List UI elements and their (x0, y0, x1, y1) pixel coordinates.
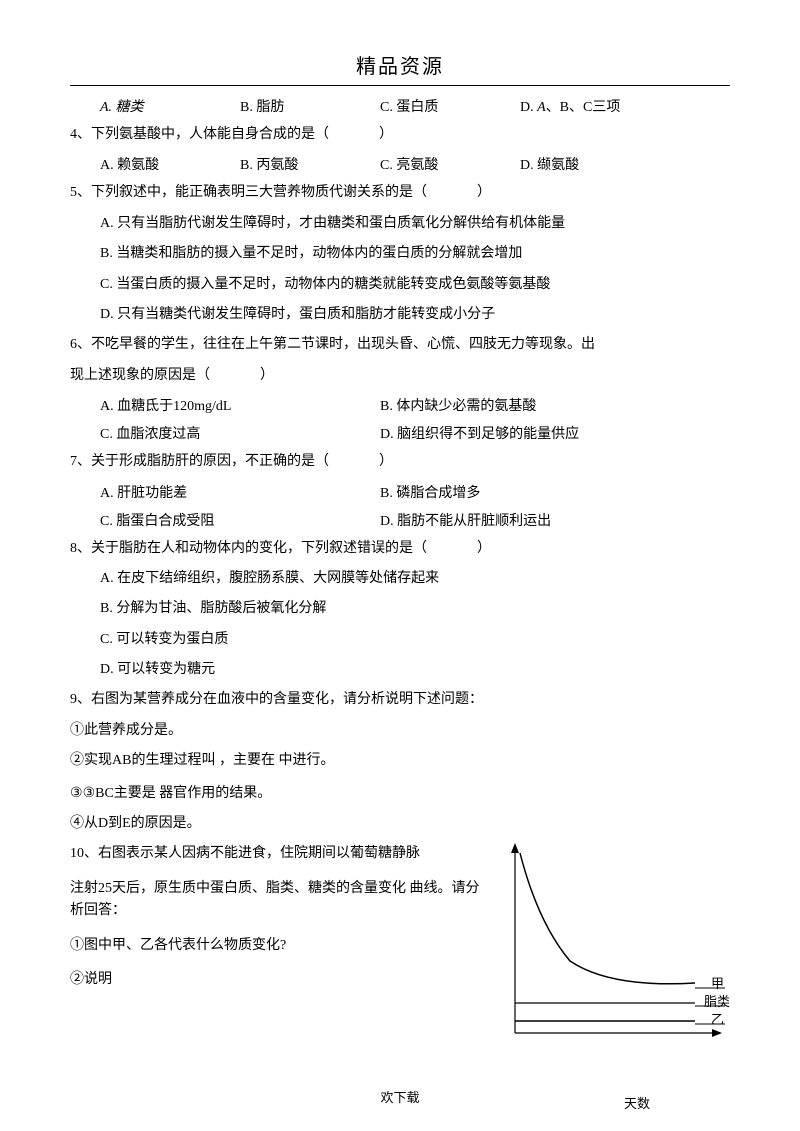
q9-sub1: ①此营养成分是。 (70, 720, 730, 742)
q3-options: A. 糖类 B. 脂肪 C. 蛋白质 D. A、B、C三项 (70, 96, 730, 116)
q6-opts-row1: A. 血糖氐于120mg/dL B. 体内缺少必需的氨基酸 (70, 395, 730, 415)
q7-opt-b: B. 磷脂合成增多 (380, 482, 480, 502)
q6-opt-d: D. 脑组织得不到足够的能量供应 (380, 423, 579, 443)
q7-opts-row2: C. 脂蛋白合成受阻 D. 脂肪不能从肝脏顺利运出 (70, 510, 730, 530)
q3-opt-b: B. 脂肪 (240, 96, 380, 116)
page-footer: 欢下载 (0, 1087, 800, 1106)
q10-line1: 10、右图表示某人因病不能进食，住院期间以葡萄糖静脉 (70, 843, 490, 865)
q8-stem: 8、关于脂肪在人和动物体内的变化，下列叙述错误的是（） (70, 538, 730, 560)
q10-container: 10、右图表示某人因病不能进食，住院期间以葡萄糖静脉 注射25天后，原生质中蛋白… (70, 843, 730, 1063)
q7-opt-a: A. 肝脏功能差 (100, 482, 380, 502)
q5-stem: 5、下列叙述中，能正确表明三大营养物质代谢关系的是（） (70, 182, 730, 204)
q4-options: A. 赖氨酸 B. 丙氨酸 C. 亮氨酸 D. 缬氨酸 (70, 154, 730, 174)
q7-opts-row1: A. 肝脏功能差 B. 磷脂合成增多 (70, 482, 730, 502)
q8-opt-c: C. 可以转变为蛋白质 (70, 629, 730, 651)
q4-opt-a: A. 赖氨酸 (100, 154, 240, 174)
q5-opt-d: D. 只有当糖类代谢发生障碍时，蛋白质和脂肪才能转变成小分子 (70, 304, 730, 326)
chart-label-zhilei: 脂类 (704, 991, 730, 1010)
q6-opt-a: A. 血糖氐于120mg/dL (100, 395, 380, 415)
q10-sub2: ②说明 (70, 969, 490, 991)
q4-stem: 4、下列氨基酸中，人体能自身合成的是（） (70, 124, 730, 146)
q7-opt-d: D. 脂肪不能从肝脏顺利运出 (380, 510, 551, 530)
q7-opt-c: C. 脂蛋白合成受阻 (100, 510, 380, 530)
q6-opt-c: C. 血脂浓度过高 (100, 423, 380, 443)
q6-opt-b: B. 体内缺少必需的氨基酸 (380, 395, 536, 415)
q8-opt-d: D. 可以转变为糖元 (70, 659, 730, 681)
q9-sub3: ③③BC主要是 器官作用的结果。 (70, 781, 730, 805)
chart-label-yi: 乙 (711, 1009, 724, 1028)
q6-opts-row2: C. 血脂浓度过高 D. 脑组织得不到足够的能量供应 (70, 423, 730, 443)
q3-opt-c: C. 蛋白质 (380, 96, 520, 116)
q4-opt-b: B. 丙氨酸 (240, 154, 380, 174)
q5-opt-c: C. 当蛋白质的摄入量不足时，动物体内的糖类就能转变成色氨酸等氨基酸 (70, 274, 730, 296)
q10-chart: 甲 脂类 乙 (500, 843, 730, 1063)
q9-sub4: ④从D到E的原因是。 (70, 813, 730, 835)
q8-opt-b: B. 分解为甘油、脂肪酸后被氧化分解 (70, 598, 730, 620)
q9-sub2: ②实现AB的生理过程叫 ，主要在 中进行。 (70, 750, 730, 772)
q9-stem: 9、右图为某营养成分在血液中的含量变化，请分析说明下述问题： (70, 689, 730, 711)
q10-text: 10、右图表示某人因病不能进食，住院期间以葡萄糖静脉 注射25天后，原生质中蛋白… (70, 843, 490, 1003)
q4-opt-d: D. 缬氨酸 (520, 154, 670, 174)
q6-line1: 6、不吃早餐的学生，往往在上午第二节课时，出现头昏、心慌、四肢无力等现象。出 (70, 334, 730, 356)
q7-stem: 7、关于形成脂肪肝的原因，不正确的是（） (70, 451, 730, 473)
q6-line2: 现上述现象的原因是（） (70, 365, 730, 387)
q10-line2: 注射25天后，原生质中蛋白质、脂类、糖类的含量变化 曲线。请分析回答： (70, 878, 490, 923)
q5-opt-b: B. 当糖类和脂肪的摄入量不足时，动物体内的蛋白质的分解就会增加 (70, 243, 730, 265)
q5-opt-a: A. 只有当脂肪代谢发生障碍时，才由糖类和蛋白质氧化分解供给有机体能量 (70, 213, 730, 235)
chart-label-jia: 甲 (711, 973, 724, 992)
q8-opt-a: A. 在皮下结缔组织，腹腔肠系膜、大网膜等处储存起来 (70, 568, 730, 590)
q10-sub1: ①图中甲、乙各代表什么物质变化? (70, 935, 490, 957)
title-underline (70, 85, 730, 86)
q4-opt-c: C. 亮氨酸 (380, 154, 520, 174)
q3-opt-d: D. A、B、C三项 (520, 96, 670, 116)
q3-opt-a: A. 糖类 (100, 96, 240, 116)
page-title: 精品资源 (70, 50, 730, 79)
